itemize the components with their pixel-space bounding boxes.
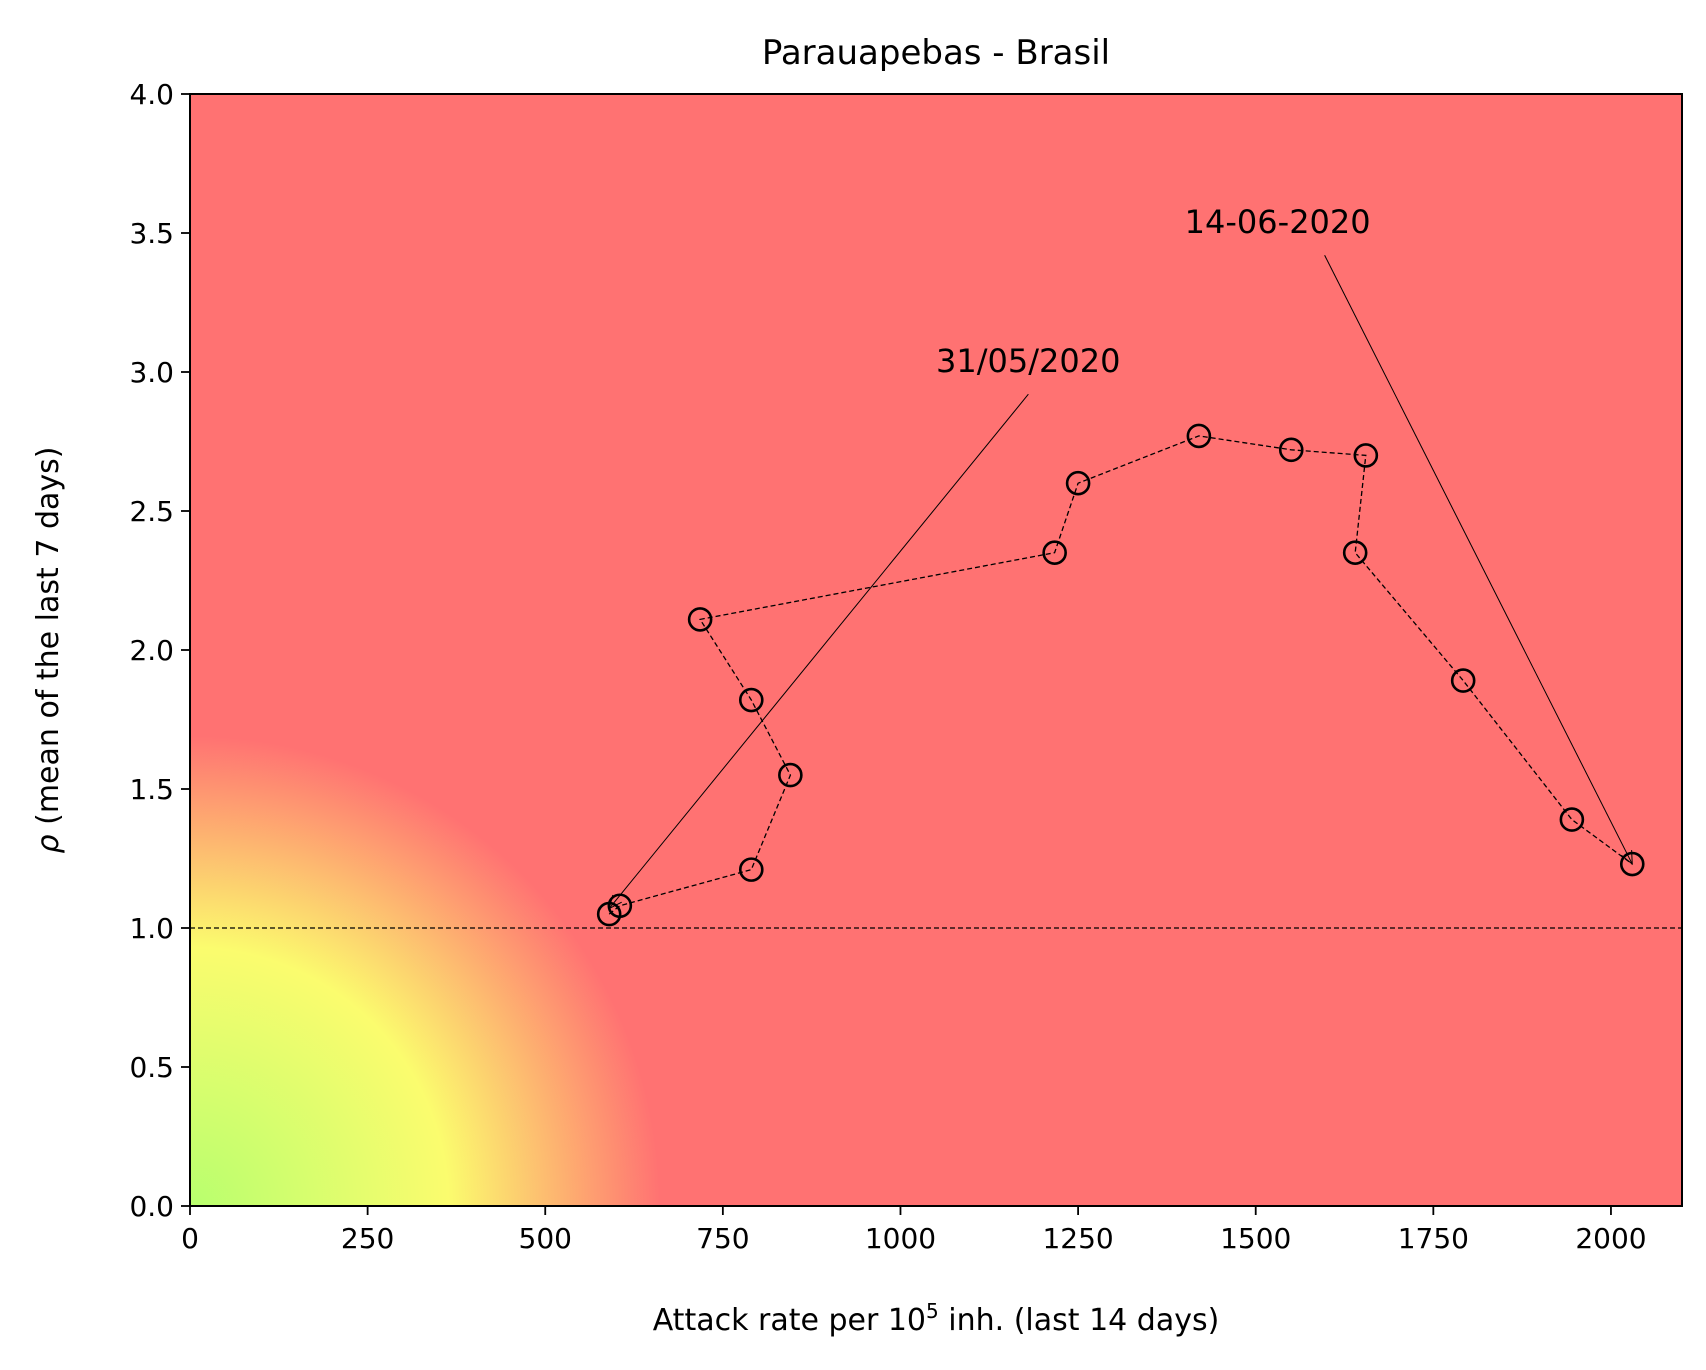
annotation-arrowhead [1621,850,1633,866]
x-tick-label: 250 [341,1222,394,1255]
x-axis-label-suffix: inh. (last 14 days) [939,1303,1220,1338]
plot-background [190,94,1682,1206]
x-tick-label: 500 [519,1222,572,1255]
x-tick-label: 1000 [865,1222,936,1255]
y-tick-label: 1.5 [129,773,174,806]
annotation-arrow [608,393,1029,909]
data-point [1353,443,1379,468]
x-tick-label: 1250 [1042,1222,1113,1255]
y-tick-label: 1.0 [129,912,174,945]
y-tick-label: 3.0 [129,356,174,389]
data-point [778,762,803,788]
x-tick-label: 0 [181,1222,199,1255]
data-point [1186,423,1212,449]
y-axis-label-text: (mean of the last 7 days) [31,447,66,835]
y-tick-label: 3.5 [129,217,174,250]
data-point [738,687,764,713]
y-tick-label: 0.5 [129,1051,174,1084]
data-point [687,607,713,632]
x-tick-label: 1750 [1398,1222,1469,1255]
chart-title: Parauapebas - Brasil [762,33,1110,73]
x-tick-label: 2000 [1575,1222,1646,1255]
data-point [1559,807,1585,832]
x-axis-label-superscript: 5 [926,1299,939,1323]
series-line [608,435,1633,915]
y-tick-label: 4.0 [129,78,174,111]
x-axis-label-prefix: Attack rate per 10 [653,1303,926,1338]
data-point [1065,470,1091,496]
data-point [738,857,764,882]
y-axis: 0.0 0.5 1.0 1.5 2.0 2.5 3.0 3.5 4.0 [129,78,190,1223]
y-tick-label: 0.0 [129,1190,174,1223]
x-tick-label: 750 [696,1222,749,1255]
data-point [1342,540,1368,566]
y-axis-label-symbol: ρ [31,834,66,853]
x-tick-label: 1500 [1220,1222,1291,1255]
x-axis-label: Attack rate per 105 inh. (last 14 days) [653,1299,1220,1338]
data-point [1619,851,1645,877]
y-tick-label: 2.0 [129,634,174,667]
annotation-label: 31/05/2020 [936,342,1120,380]
annotation-arrowhead [608,894,622,910]
annotation-arrow [1324,255,1633,865]
data-point [1278,437,1304,463]
data-point [1042,540,1067,566]
data-point [1450,668,1476,693]
y-axis-label: ρ (mean of the last 7 days) [31,447,66,854]
y-tick-label: 2.5 [129,495,174,528]
annotation-label: 14-06-2020 [1185,203,1371,241]
x-axis: 0 250 500 750 1000 1250 1500 1750 2000 [181,1206,1647,1255]
